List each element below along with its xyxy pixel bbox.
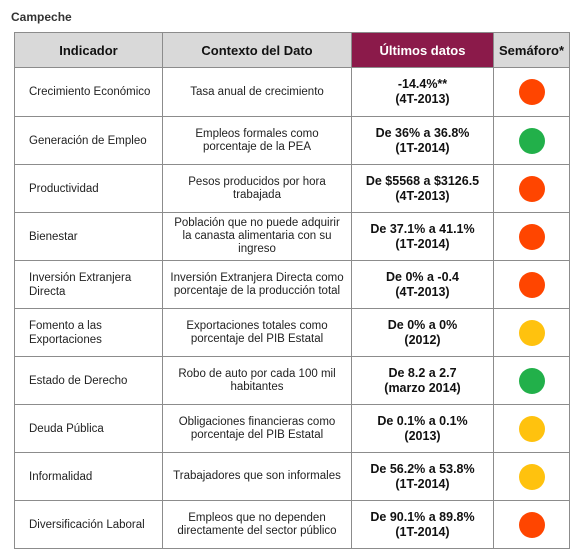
table-row: Productividad Pesos producidos por hora t… [14, 164, 570, 213]
latest-value: -14.4%** [397, 77, 448, 91]
latest-data-cell: De 0% a -0.4 (4T-2013) [351, 260, 494, 309]
status-yellow-light-icon [518, 463, 545, 490]
latest-period: (4T-2013) [395, 188, 450, 203]
status-red-light-icon [518, 511, 545, 538]
latest-value: De 56.2% a 53.8% [370, 461, 475, 476]
latest-data-cell: De $5568 a $3126.5 (4T-2013) [351, 164, 494, 213]
latest-period: (1T-2014) [395, 524, 450, 539]
latest-period: (1T-2014) [395, 236, 450, 251]
data-context: Pesos producidos por hora trabajada [162, 164, 352, 213]
status-green-light-icon [518, 127, 545, 154]
latest-data-cell: De 36% a 36.8% (1T-2014) [351, 116, 494, 165]
table-row: Generación de Empleo Empleos formales com… [14, 116, 570, 165]
status-red-light-icon [518, 271, 545, 298]
latest-period: (1T-2014) [395, 476, 450, 491]
header-row: Indicador Contexto del Dato Últimos dato… [14, 32, 570, 68]
semaphore-cell [493, 404, 570, 453]
latest-period: (4T-2013) [395, 92, 450, 106]
table-row: Informalidad Trabajadores que son informa… [14, 452, 570, 501]
latest-data-cell: -14.4%** (4T-2013) [351, 67, 494, 117]
latest-period: (2013) [404, 428, 441, 443]
semaphore-cell [493, 500, 570, 549]
semaphore-cell [493, 164, 570, 213]
latest-period: (marzo 2014) [384, 380, 461, 395]
status-red-light-icon [518, 79, 545, 105]
data-context: Inversión Extranjera Directa como porcen… [162, 260, 352, 309]
header-context: Contexto del Dato [162, 32, 352, 68]
semaphore-cell [493, 452, 570, 501]
indicator-name: Productividad [14, 164, 163, 213]
semaphore-cell [493, 67, 570, 117]
header-semaphore: Semáforo* [493, 32, 570, 68]
latest-data-cell: De 90.1% a 89.8% (1T-2014) [351, 500, 494, 549]
data-context: Robo de auto por cada 100 mil habitantes [162, 356, 352, 405]
table-row: Bienestar Población que no puede adquirir… [14, 212, 570, 261]
indicator-name: Inversión Extranjera Directa [14, 260, 163, 309]
data-context: Trabajadores que son informales [162, 452, 352, 501]
indicator-table: Indicador Contexto del Dato Últimos dato… [14, 32, 570, 549]
status-green-light-icon [518, 367, 545, 394]
latest-period: (1T-2014) [395, 140, 450, 155]
latest-value: De 90.1% a 89.8% [370, 509, 475, 524]
data-context: Tasa anual de crecimiento [162, 67, 352, 117]
semaphore-cell [493, 212, 570, 261]
header-indicator: Indicador [14, 32, 163, 68]
data-context: Obligaciones financieras como porcentaje… [162, 404, 352, 453]
latest-data-cell: De 56.2% a 53.8% (1T-2014) [351, 452, 494, 501]
semaphore-cell [493, 116, 570, 165]
data-context: Empleos que no dependen directamente del… [162, 500, 352, 549]
table-row: Deuda Pública Obligaciones financieras co… [14, 404, 570, 453]
latest-value: De 8.2 a 2.7 [388, 365, 457, 380]
latest-value: De 0% a 0% [387, 317, 458, 332]
data-context: Empleos formales como porcentaje de la P… [162, 116, 352, 165]
status-yellow-light-icon [518, 319, 545, 346]
latest-data-cell: De 8.2 a 2.7 (marzo 2014) [351, 356, 494, 405]
latest-value: De 0.1% a 0.1% [377, 413, 468, 428]
indicator-name: Informalidad [14, 452, 163, 501]
latest-period: (2012) [404, 332, 441, 347]
indicator-name: Deuda Pública [14, 404, 163, 453]
indicator-name: Bienestar [14, 212, 163, 261]
latest-value: De 36% a 36.8% [375, 125, 470, 140]
table-row: Inversión Extranjera Directa Inversión Ex… [14, 260, 570, 309]
table-row: Estado de Derecho Robo de auto por cada 1… [14, 356, 570, 405]
latest-value: De 37.1% a 41.1% [370, 221, 475, 236]
header-latest-data: Últimos datos [351, 32, 494, 68]
indicator-name: Generación de Empleo [14, 116, 163, 165]
latest-value: De $5568 a $3126.5 [365, 173, 480, 188]
latest-data-cell: De 37.1% a 41.1% (1T-2014) [351, 212, 494, 261]
status-red-light-icon [518, 175, 545, 202]
indicator-name: Fomento a las Exportaciones [14, 308, 163, 357]
table-row: Crecimiento Económico Tasa anual de creci… [14, 67, 570, 117]
table-row: Diversificación Laboral Empleos que no de… [14, 500, 570, 549]
indicator-name: Diversificación Laboral [14, 500, 163, 549]
indicator-name: Crecimiento Económico [14, 67, 163, 117]
semaphore-cell [493, 356, 570, 405]
status-red-light-icon [518, 223, 545, 250]
status-yellow-light-icon [518, 415, 545, 442]
semaphore-cell [493, 308, 570, 357]
table-row: Fomento a las Exportaciones Exportaciones… [14, 308, 570, 357]
latest-period: (4T-2013) [395, 284, 450, 299]
semaphore-cell [493, 260, 570, 309]
region-title: Campeche [11, 10, 72, 24]
indicator-name: Estado de Derecho [14, 356, 163, 405]
latest-value: De 0% a -0.4 [386, 269, 459, 284]
data-context: Población que no puede adquirir la canas… [162, 212, 352, 261]
latest-data-cell: De 0% a 0% (2012) [351, 308, 494, 357]
latest-data-cell: De 0.1% a 0.1% (2013) [351, 404, 494, 453]
data-context: Exportaciones totales como porcentaje de… [162, 308, 352, 357]
